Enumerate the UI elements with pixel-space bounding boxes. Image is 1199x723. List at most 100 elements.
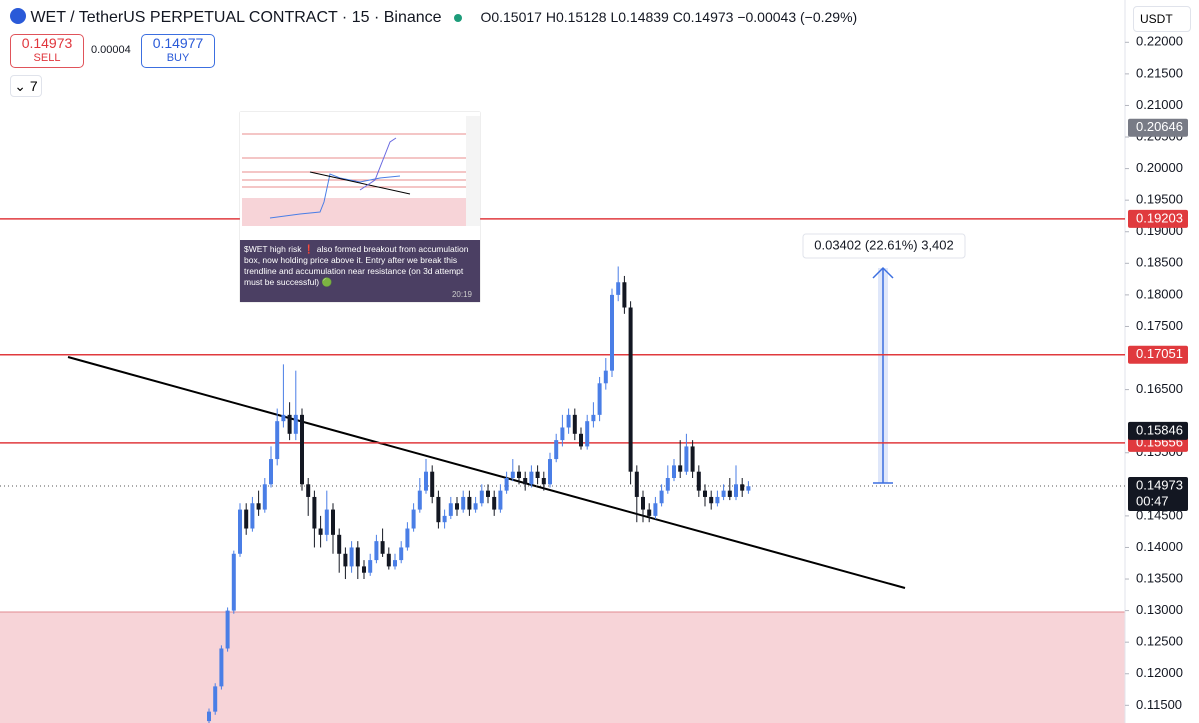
accumulation-zone xyxy=(0,612,1125,723)
candle-body xyxy=(523,478,528,485)
candle-body xyxy=(300,414,304,485)
candle-body xyxy=(622,282,627,308)
note: $WET high risk ❗️ also formed breakout f… xyxy=(240,240,480,302)
y-tick-label: 0.19500 xyxy=(1136,192,1183,207)
status-dot xyxy=(454,14,462,22)
candle-body xyxy=(219,648,224,687)
header: WET / TetherUS PERPETUAL CONTRACT · 15 ·… xyxy=(10,8,857,27)
candle-body xyxy=(585,421,590,447)
price-tag xyxy=(1128,118,1188,137)
candle-body xyxy=(721,490,726,497)
y-tick-label: 0.14500 xyxy=(1136,507,1183,522)
candle-body xyxy=(417,490,422,510)
measure-label: 0.03402 (22.61%) 3,402 xyxy=(814,237,954,252)
candle-body xyxy=(337,534,342,554)
candle-body xyxy=(535,471,540,479)
candle-body xyxy=(572,414,577,434)
candle-body xyxy=(746,486,751,491)
candle-body xyxy=(231,553,236,611)
candle-body xyxy=(461,496,466,510)
candle-body xyxy=(659,490,664,504)
candle-body xyxy=(665,478,670,491)
price-tag xyxy=(1128,345,1188,364)
candle-body xyxy=(225,610,230,649)
candle-body xyxy=(641,496,645,510)
y-tick-label: 0.21000 xyxy=(1136,97,1183,112)
y-tick-label: 0.17500 xyxy=(1136,318,1183,333)
candle-body xyxy=(399,547,404,561)
y-tick-label: 0.13000 xyxy=(1136,602,1183,617)
candle-body xyxy=(579,433,583,447)
candle-body xyxy=(504,478,509,491)
buy-button[interactable]: 0.14977 BUY xyxy=(141,34,215,68)
spread: 0.00004 xyxy=(91,44,131,56)
candle-body xyxy=(244,509,249,529)
candle-body xyxy=(690,446,695,472)
candle-body xyxy=(467,496,472,510)
sell-price: 0.14973 xyxy=(21,35,73,51)
ohlc: O0.15017 H0.15128 L0.14839 C0.14973 −0.0… xyxy=(480,9,858,25)
y-tick-label: 0.22000 xyxy=(1136,34,1183,49)
candle-body xyxy=(548,459,552,485)
candle-body xyxy=(696,471,701,491)
candle-body xyxy=(727,490,732,497)
candle-body xyxy=(498,490,503,510)
candle-body xyxy=(380,541,385,554)
buy-label: BUY xyxy=(166,52,190,64)
candle-body xyxy=(703,490,707,497)
candle-body xyxy=(238,509,242,554)
candle-body xyxy=(386,553,391,567)
sell-label: SELL xyxy=(33,52,61,64)
currency-select[interactable]: USDT xyxy=(1133,6,1191,32)
candle-body xyxy=(312,496,317,529)
candle-body xyxy=(455,503,459,510)
interval-count: 7 xyxy=(29,78,38,94)
symbol-icon xyxy=(10,8,26,24)
candle-body xyxy=(430,471,435,497)
candle-body xyxy=(349,547,354,567)
candle-body xyxy=(262,484,267,510)
candle-body xyxy=(529,471,534,485)
candle-body xyxy=(213,686,218,712)
y-tick-label: 0.12000 xyxy=(1136,665,1183,680)
y-tick-label: 0.14000 xyxy=(1136,539,1183,554)
candle-body xyxy=(597,383,602,415)
candle-body xyxy=(436,496,441,523)
y-tick-label: 0.13500 xyxy=(1136,570,1183,585)
price-tag xyxy=(1128,477,1188,512)
candle-body xyxy=(647,509,652,516)
interval-menu[interactable]: ⌄ 7 xyxy=(10,75,42,97)
candle-body xyxy=(517,471,521,479)
candle-body xyxy=(541,478,546,485)
candle-body xyxy=(634,471,639,497)
candle-body xyxy=(293,414,298,434)
candle-body xyxy=(486,490,490,497)
candle-body xyxy=(374,541,379,561)
candle-body xyxy=(411,509,416,529)
symbol-title: WET / TetherUS PERPETUAL CONTRACT · 15 ·… xyxy=(30,9,442,26)
candle-body xyxy=(473,503,478,510)
candle-body xyxy=(603,370,608,384)
price-tag xyxy=(1128,421,1188,440)
candle-body xyxy=(318,528,323,535)
candle-body xyxy=(554,440,559,460)
candle-body xyxy=(250,503,255,529)
inset-image: $WET high risk ❗️ also formed breakout f… xyxy=(240,112,480,302)
price-tag-label: 0.19203 xyxy=(1136,210,1183,225)
candle-body xyxy=(684,446,689,472)
y-tick-label: 0.18000 xyxy=(1136,286,1183,301)
sell-button[interactable]: 0.14973 SELL xyxy=(10,34,84,68)
candle-body xyxy=(256,503,261,510)
y-tick-label: 0.11500 xyxy=(1136,697,1182,712)
y-tick-label: 0.21500 xyxy=(1136,65,1183,80)
candle-body xyxy=(492,496,497,510)
candle-body xyxy=(740,484,745,491)
candle-body xyxy=(672,465,676,479)
candle-body xyxy=(362,566,366,573)
candle-body xyxy=(424,471,428,491)
candle-body xyxy=(393,560,397,567)
candle-body xyxy=(442,515,447,523)
candle-body xyxy=(616,282,621,295)
candle-body xyxy=(405,528,410,548)
